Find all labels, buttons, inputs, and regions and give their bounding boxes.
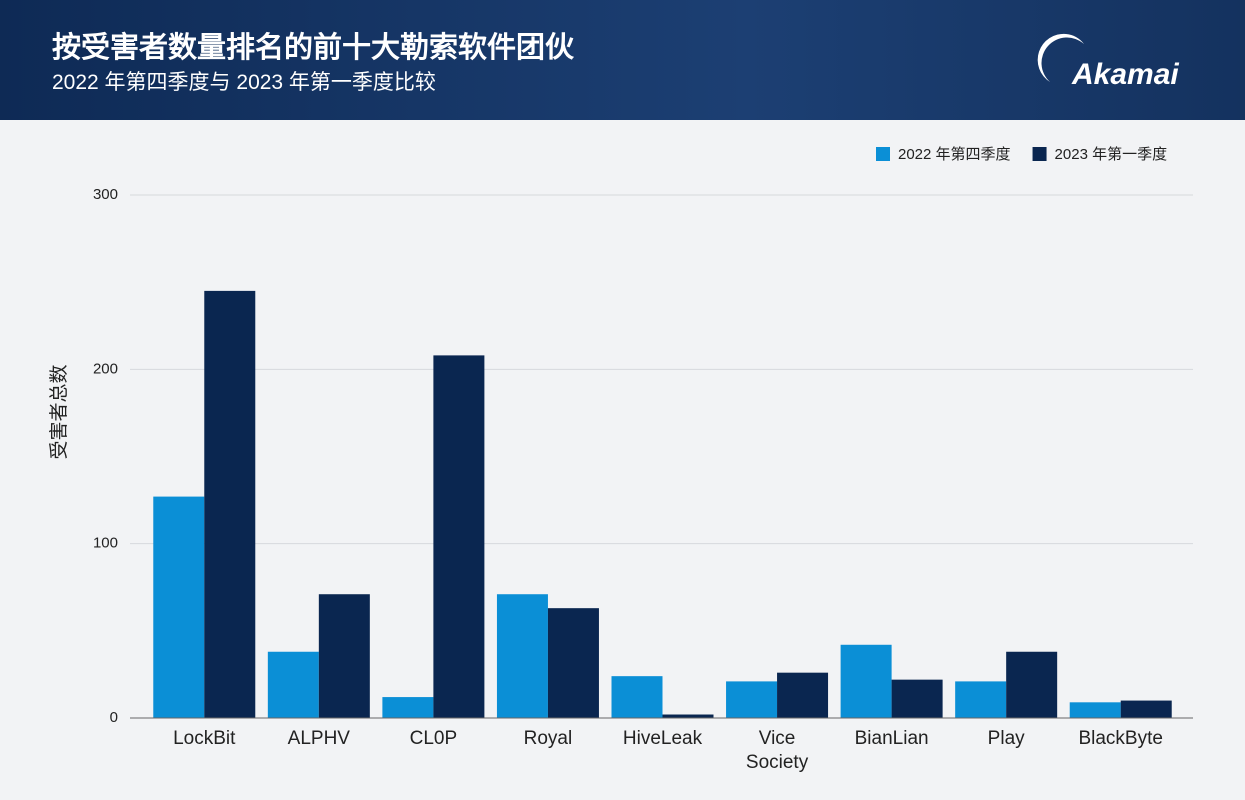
x-tick-label: HiveLeak (622, 728, 703, 749)
legend-label: 2023 年第一季度 (1055, 145, 1168, 163)
x-tick-label: CL0P (409, 728, 458, 749)
bar (726, 681, 778, 718)
bar (777, 672, 829, 718)
x-tick-label: Play (987, 728, 1025, 749)
bar (840, 644, 892, 718)
x-tick-label: Royal (523, 728, 573, 749)
x-tick-label: LockBit (173, 728, 236, 749)
y-tick-label: 0 (110, 709, 118, 726)
bar (547, 608, 599, 718)
bar (267, 651, 319, 718)
logo: Akamai (1072, 58, 1179, 91)
x-tick-label: ALPHV (287, 728, 350, 749)
bar (1120, 700, 1172, 718)
bar (496, 594, 548, 718)
bar (1006, 651, 1058, 718)
y-tick-label: 100 (93, 535, 118, 552)
header-banner: 按受害者数量排名的前十大勒索软件团伙 2022 年第四季度与 2023 年第一季… (0, 0, 1245, 120)
x-tick-label: BianLian (854, 728, 929, 749)
legend-swatch (1032, 147, 1047, 161)
bar (891, 679, 943, 718)
x-tick-label: Vice Society (745, 728, 809, 773)
legend-label: 2022 年第四季度 (898, 145, 1011, 163)
bar (318, 594, 370, 718)
x-tick-label: BlackByte (1078, 728, 1163, 749)
bar (382, 697, 434, 718)
bar (662, 714, 714, 718)
bar (433, 355, 485, 718)
legend-swatch (876, 147, 890, 161)
bar (204, 290, 256, 718)
bar (955, 681, 1007, 718)
subtitle: 2022 年第四季度与 2023 年第一季度比较 (52, 71, 436, 94)
bar (611, 676, 663, 718)
y-tick-label: 300 (93, 186, 118, 203)
bar (1069, 702, 1121, 718)
y-tick-label: 200 (93, 360, 118, 377)
bar (153, 496, 205, 718)
title: 按受害者数量排名的前十大勒索软件团伙 (52, 32, 575, 64)
y-axis-label: 受害者总数 (48, 364, 70, 459)
